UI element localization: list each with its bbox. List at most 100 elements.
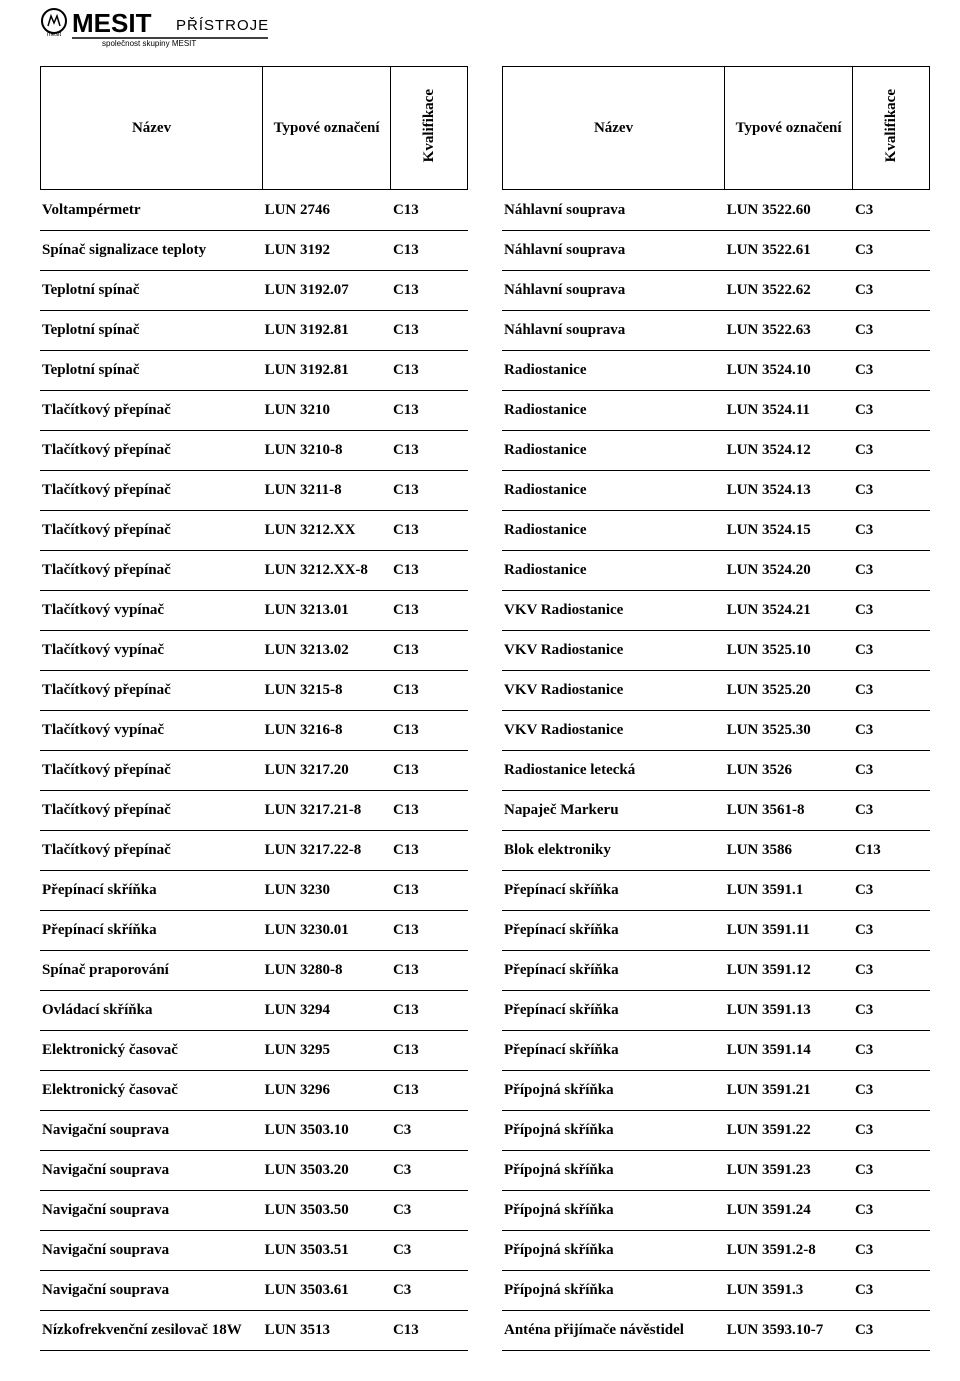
cell-qual: C13 (391, 310, 468, 350)
table-row: Tlačítkový přepínačLUN 3217.20C13 (40, 750, 468, 790)
cell-qual: C3 (391, 1110, 468, 1150)
table-row: Tlačítkový přepínačLUN 3217.21-8C13 (40, 790, 468, 830)
cell-type: LUN 3503.50 (263, 1190, 391, 1230)
cell-type: LUN 3525.10 (725, 630, 853, 670)
cell-name: Přípojná skříňka (502, 1230, 725, 1270)
cell-qual: C13 (391, 630, 468, 670)
table-row: Nízkofrekvenční zesilovač 18WLUN 3513C13 (40, 1310, 468, 1350)
cell-qual: C3 (853, 1230, 930, 1270)
cell-name: Radiostanice letecká (502, 750, 725, 790)
table-row: Blok elektronikyLUN 3586C13 (502, 830, 930, 870)
cell-name: Radiostanice (502, 430, 725, 470)
two-columns: Název Typové označení Kvalifikace Voltam… (40, 66, 930, 1351)
cell-name: Přípojná skříňka (502, 1070, 725, 1110)
cell-qual: C13 (391, 390, 468, 430)
cell-name: Tlačítkový přepínač (40, 790, 263, 830)
table-row: Teplotní spínačLUN 3192.81C13 (40, 350, 468, 390)
cell-name: Přípojná skříňka (502, 1190, 725, 1230)
table-row: Přípojná skříňkaLUN 3591.22C3 (502, 1110, 930, 1150)
table-row: Tlačítkový přepínačLUN 3210C13 (40, 390, 468, 430)
cell-qual: C13 (853, 830, 930, 870)
table-row: Navigační soupravaLUN 3503.51C3 (40, 1230, 468, 1270)
cell-qual: C3 (853, 1070, 930, 1110)
cell-name: Teplotní spínač (40, 310, 263, 350)
cell-type: LUN 3192.07 (263, 270, 391, 310)
cell-name: Náhlavní souprava (502, 230, 725, 270)
table-row: Přepínací skříňkaLUN 3230C13 (40, 870, 468, 910)
cell-type: LUN 3213.01 (263, 590, 391, 630)
table-row: Náhlavní soupravaLUN 3522.63C3 (502, 310, 930, 350)
cell-name: VKV Radiostanice (502, 590, 725, 630)
cell-name: VKV Radiostanice (502, 630, 725, 670)
cell-qual: C3 (853, 630, 930, 670)
cell-type: LUN 3217.22-8 (263, 830, 391, 870)
mesit-logo: mesit MESIT PŘÍSTROJE společnost skupiny… (40, 8, 300, 48)
cell-name: Přípojná skříňka (502, 1270, 725, 1310)
cell-name: Radiostanice (502, 510, 725, 550)
table-row: Anténa přijímače návěstidelLUN 3593.10-7… (502, 1310, 930, 1350)
cell-type: LUN 3524.21 (725, 590, 853, 630)
cell-type: LUN 3593.10-7 (725, 1310, 853, 1350)
cell-qual: C13 (391, 1030, 468, 1070)
cell-type: LUN 3591.13 (725, 990, 853, 1030)
cell-name: Napaječ Markeru (502, 790, 725, 830)
header-qual: Kvalifikace (391, 67, 468, 190)
table-row: Navigační soupravaLUN 3503.61C3 (40, 1270, 468, 1310)
cell-qual: C13 (391, 950, 468, 990)
table-row: Přepínací skříňkaLUN 3591.11C3 (502, 910, 930, 950)
cell-qual: C13 (391, 350, 468, 390)
cell-name: Tlačítkový přepínač (40, 750, 263, 790)
cell-type: LUN 3591.21 (725, 1070, 853, 1110)
cell-qual: C13 (391, 1310, 468, 1350)
table-row: Spínač praporováníLUN 3280-8C13 (40, 950, 468, 990)
left-header-table: Název Typové označení Kvalifikace (40, 66, 468, 190)
cell-name: Tlačítkový přepínač (40, 830, 263, 870)
cell-type: LUN 3210 (263, 390, 391, 430)
cell-type: LUN 3524.13 (725, 470, 853, 510)
logo-mark-text: mesit (47, 32, 62, 38)
cell-type: LUN 3522.63 (725, 310, 853, 350)
cell-qual: C3 (853, 190, 930, 230)
cell-qual: C13 (391, 1070, 468, 1110)
cell-name: Přepínací skříňka (502, 910, 725, 950)
cell-type: LUN 3591.14 (725, 1030, 853, 1070)
cell-type: LUN 2746 (263, 190, 391, 230)
table-row: Tlačítkový vypínačLUN 3216-8C13 (40, 710, 468, 750)
cell-type: LUN 3522.60 (725, 190, 853, 230)
cell-qual: C13 (391, 830, 468, 870)
cell-type: LUN 3192.81 (263, 350, 391, 390)
cell-qual: C13 (391, 510, 468, 550)
cell-type: LUN 3526 (725, 750, 853, 790)
cell-qual: C3 (391, 1270, 468, 1310)
cell-type: LUN 3294 (263, 990, 391, 1030)
cell-qual: C3 (391, 1150, 468, 1190)
table-row: Přípojná skříňkaLUN 3591.2-8C3 (502, 1230, 930, 1270)
cell-name: Tlačítkový přepínač (40, 430, 263, 470)
cell-qual: C13 (391, 990, 468, 1030)
cell-type: LUN 3591.11 (725, 910, 853, 950)
table-row: Přepínací skříňkaLUN 3230.01C13 (40, 910, 468, 950)
right-column: Název Typové označení Kvalifikace Náhlav… (502, 66, 930, 1351)
table-row: Přepínací skříňkaLUN 3591.1C3 (502, 870, 930, 910)
cell-type: LUN 3513 (263, 1310, 391, 1350)
table-row: RadiostaniceLUN 3524.11C3 (502, 390, 930, 430)
cell-qual: C3 (853, 990, 930, 1030)
cell-name: Tlačítkový vypínač (40, 590, 263, 630)
table-row: Náhlavní soupravaLUN 3522.60C3 (502, 190, 930, 230)
table-row: Elektronický časovačLUN 3295C13 (40, 1030, 468, 1070)
cell-name: Navigační souprava (40, 1110, 263, 1150)
table-row: Přípojná skříňkaLUN 3591.3C3 (502, 1270, 930, 1310)
cell-qual: C3 (853, 870, 930, 910)
logo-area: mesit MESIT PŘÍSTROJE společnost skupiny… (40, 8, 930, 48)
cell-name: Přepínací skříňka (40, 910, 263, 950)
cell-name: Náhlavní souprava (502, 270, 725, 310)
table-row: Navigační soupravaLUN 3503.50C3 (40, 1190, 468, 1230)
cell-qual: C13 (391, 230, 468, 270)
table-row: Tlačítkový vypínačLUN 3213.01C13 (40, 590, 468, 630)
cell-name: Anténa přijímače návěstidel (502, 1310, 725, 1350)
cell-name: Tlačítkový přepínač (40, 470, 263, 510)
cell-name: Tlačítkový vypínač (40, 630, 263, 670)
cell-qual: C3 (391, 1190, 468, 1230)
right-data-table: Náhlavní soupravaLUN 3522.60C3Náhlavní s… (502, 190, 930, 1351)
cell-qual: C13 (391, 270, 468, 310)
